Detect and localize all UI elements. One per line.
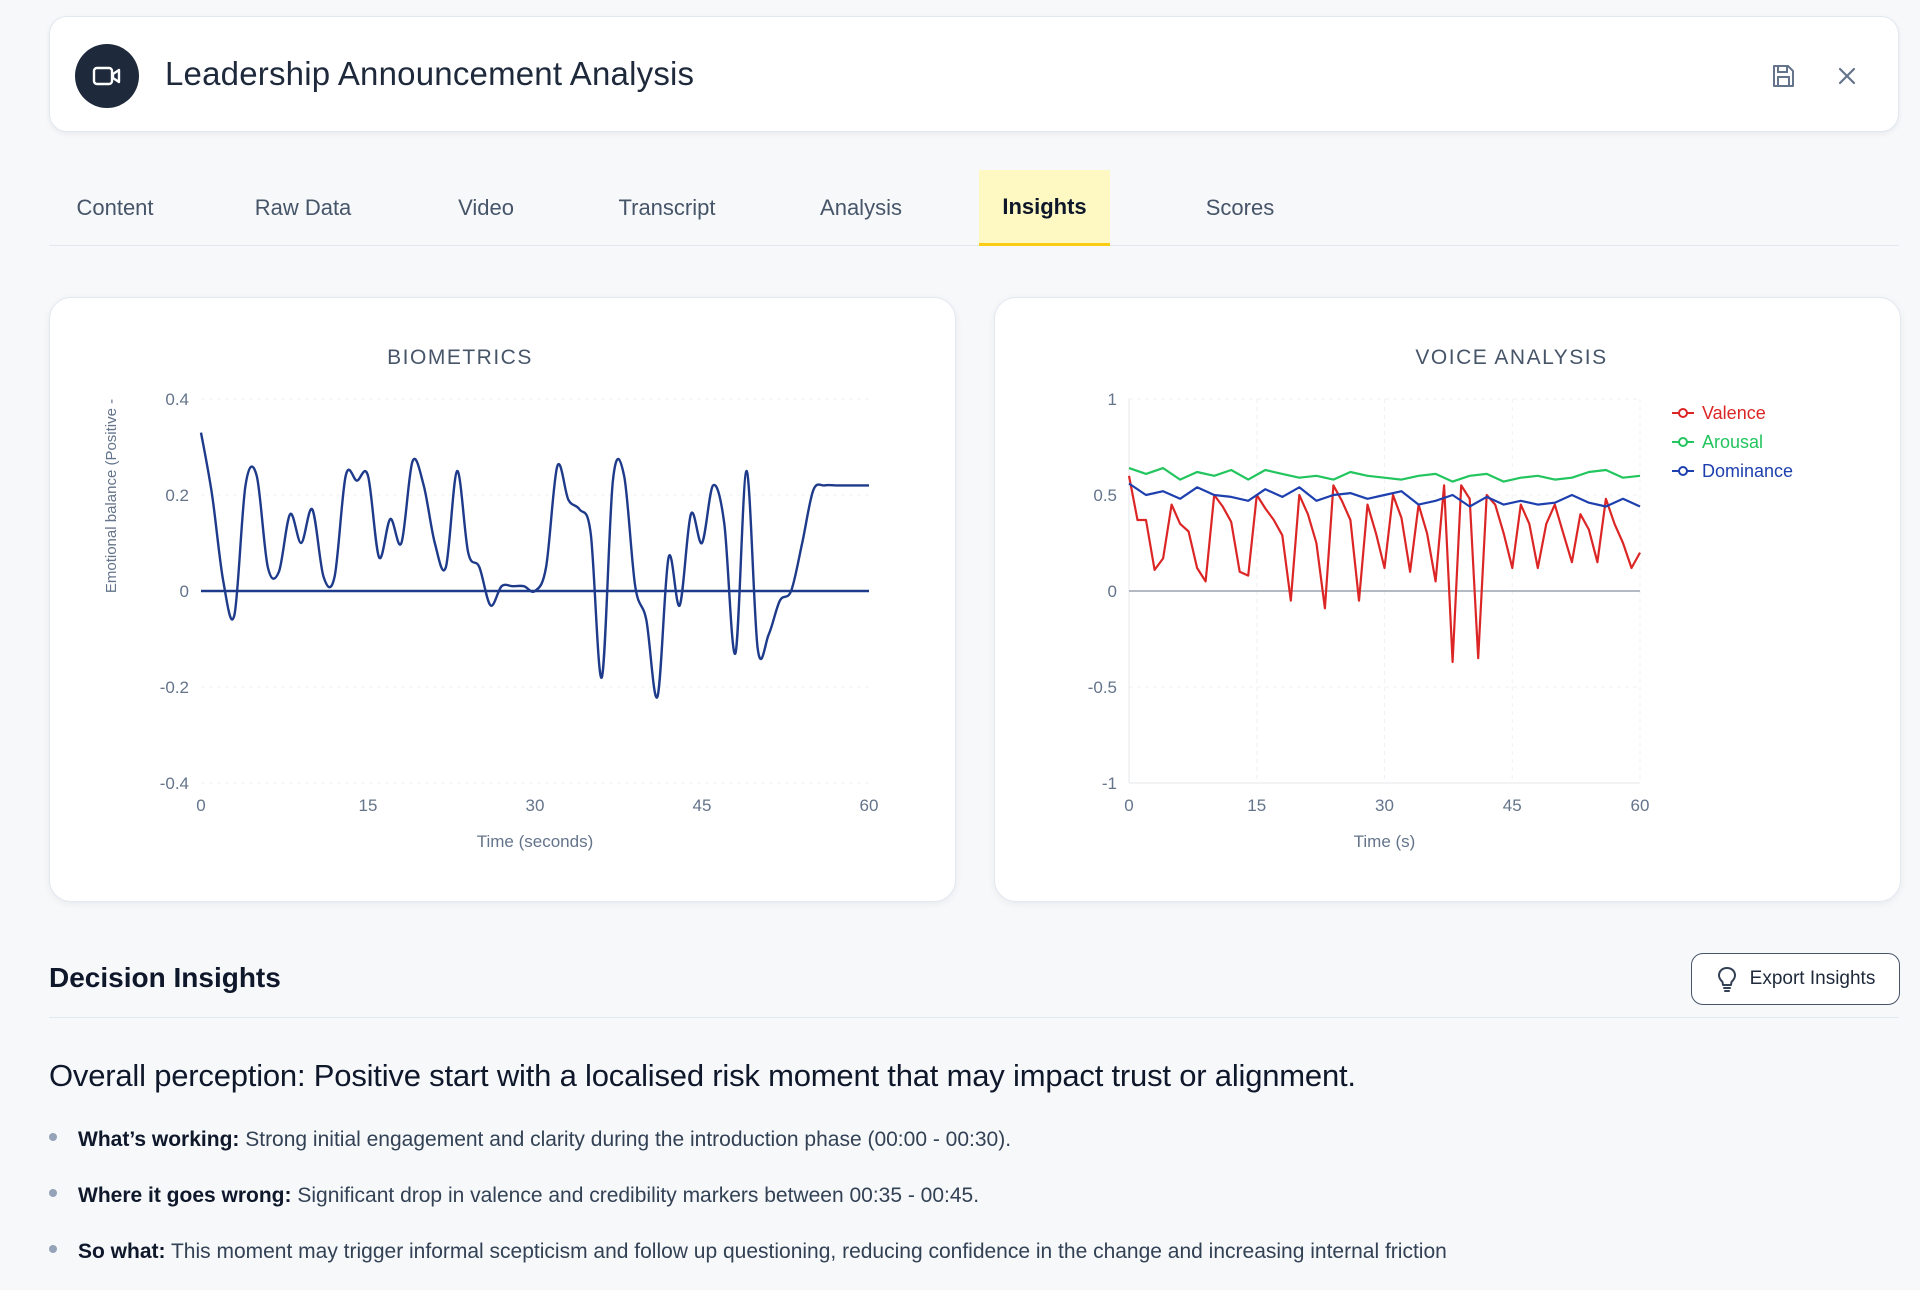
x-tick-label: 15: [1247, 796, 1266, 815]
chart-title: BIOMETRICS: [387, 346, 533, 369]
bullet-text: Strong initial engagement and clarity du…: [239, 1128, 1012, 1151]
legend-swatch-marker: [1678, 466, 1688, 476]
y-tick-label: -0.4: [160, 774, 189, 793]
insight-bullets: What’s working: Strong initial engagemen…: [49, 1122, 1749, 1290]
close-icon: [1838, 67, 1856, 85]
x-tick-label: 45: [1503, 796, 1522, 815]
tab-scores[interactable]: Scores: [1205, 195, 1275, 220]
x-axis-label: Time (seconds): [477, 832, 594, 851]
legend-label: Arousal: [1702, 432, 1763, 452]
y-tick-label: 1: [1108, 390, 1117, 409]
tab-insights[interactable]: Insights: [979, 170, 1110, 246]
insight-headline: Overall perception: Positive start with …: [49, 1058, 1356, 1093]
legend-label: Dominance: [1702, 461, 1793, 481]
y-tick-label: -1: [1102, 774, 1117, 793]
bullet-text: This moment may trigger informal sceptic…: [165, 1240, 1447, 1263]
y-tick-label: 0: [1108, 582, 1117, 601]
page-title: Leadership Announcement Analysis: [165, 55, 695, 92]
lightbulb-icon: [1717, 967, 1736, 992]
legend-label: Valence: [1702, 403, 1766, 423]
voice-analysis-chart: VOICE ANALYSIS 1 0.5 0 -0.5 -1 0 15 30 45 60 Time (…: [1088, 346, 1793, 851]
export-insights-label: Export Insights: [1749, 968, 1876, 989]
save-icon: [1773, 65, 1794, 87]
y-tick-label: -0.2: [160, 678, 189, 697]
y-axis-label: Emotional balance (Positive -: [103, 399, 120, 593]
bullet-label: What’s working:: [78, 1128, 240, 1151]
series-line-biometrics: [199, 432, 869, 699]
y-tick-label: 0: [180, 582, 189, 601]
bullet-label: So what:: [78, 1240, 166, 1263]
voice-analysis-chart-card: VOICE ANALYSIS 1 0.5 0 -0.5 -1 0 15 30 45 60 Time (…: [994, 297, 1901, 902]
biometrics-chart-card: BIOMETRICS 0.4 0.2 0 -0.2 -0.4 0 15 30 45 60 Time (…: [49, 297, 956, 902]
section-title: Decision Insights: [49, 962, 281, 993]
legend-swatch-marker: [1678, 408, 1688, 418]
chart-title: VOICE ANALYSIS: [1415, 346, 1607, 369]
y-tick-label: -0.5: [1088, 678, 1117, 697]
bullet-text: Significant drop in valence and credibil…: [291, 1184, 980, 1207]
tab-transcript[interactable]: Transcript: [618, 195, 716, 220]
tab-content[interactable]: Content: [76, 195, 154, 220]
y-tick-label: 0.4: [165, 390, 189, 409]
biometrics-chart: BIOMETRICS 0.4 0.2 0 -0.2 -0.4 0 15 30 45 60 Time (…: [103, 346, 879, 851]
insight-bullet-wrong: Where it goes wrong: Significant drop in…: [49, 1178, 1749, 1234]
x-tick-label: 15: [359, 796, 378, 815]
insight-bullet-so-what: So what: This moment may trigger informa…: [49, 1234, 1749, 1290]
x-tick-label: 60: [860, 796, 879, 815]
export-insights-button[interactable]: Export Insights: [1691, 953, 1900, 1005]
divider: [49, 1017, 1899, 1018]
x-tick-label: 30: [1375, 796, 1394, 815]
header-card: Leadership Announcement Analysis: [49, 16, 1899, 132]
tab-raw-data[interactable]: Raw Data: [254, 195, 352, 220]
series-line-dominance: [1128, 482, 1641, 508]
video-camera-icon: [75, 44, 139, 108]
tab-bar: Content Raw Data Video Transcript Analys…: [49, 170, 1899, 246]
x-tick-label: 0: [1124, 796, 1133, 815]
series-line-arousal: [1128, 467, 1641, 483]
y-tick-label: 0.2: [165, 486, 189, 505]
y-tick-label: 0.5: [1093, 486, 1117, 505]
x-tick-label: 45: [693, 796, 712, 815]
close-button[interactable]: [1832, 61, 1862, 91]
x-tick-label: 60: [1631, 796, 1650, 815]
x-axis-label: Time (s): [1354, 832, 1416, 851]
x-tick-label: 30: [526, 796, 545, 815]
x-tick-label: 0: [196, 796, 205, 815]
save-button[interactable]: [1768, 61, 1798, 91]
bullet-label: Where it goes wrong:: [78, 1184, 292, 1207]
tab-analysis[interactable]: Analysis: [820, 195, 902, 220]
insight-bullet-working: What’s working: Strong initial engagemen…: [49, 1122, 1749, 1178]
legend-swatch-marker: [1678, 437, 1688, 447]
tab-video[interactable]: Video: [458, 195, 514, 220]
